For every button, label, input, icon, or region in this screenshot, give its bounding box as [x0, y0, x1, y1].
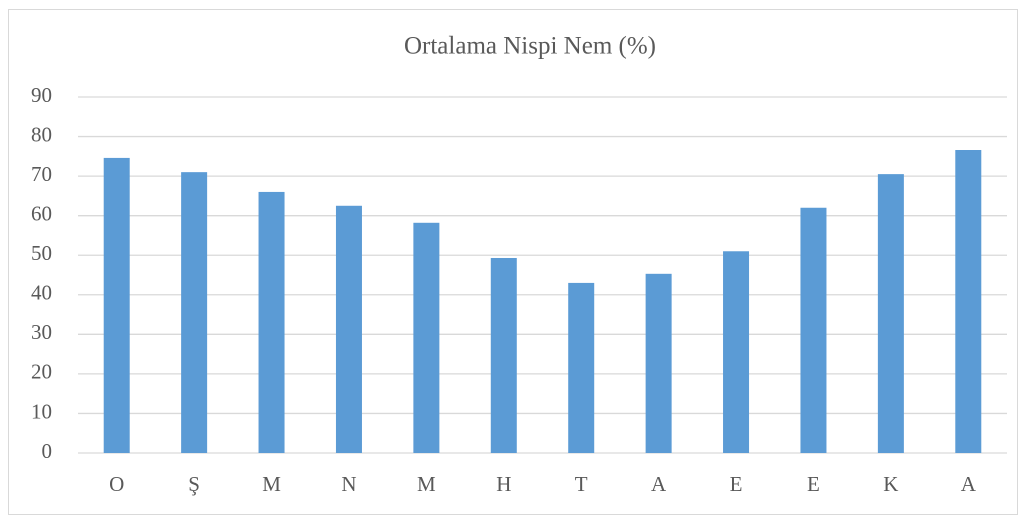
bar: [103, 157, 130, 453]
x-tick-label: N: [341, 472, 356, 496]
x-tick-label: A: [961, 472, 977, 496]
x-tick-label: M: [417, 472, 436, 496]
x-tick-label: Ş: [188, 472, 200, 496]
x-tick-label: E: [807, 472, 820, 496]
y-tick-label: 90: [31, 83, 52, 107]
x-tick-label: M: [262, 472, 281, 496]
bar: [877, 174, 904, 453]
bar: [800, 207, 827, 453]
x-tick-label: H: [496, 472, 511, 496]
bar: [335, 205, 362, 453]
bar: [955, 150, 982, 453]
x-tick-label: K: [883, 472, 898, 496]
y-tick-label: 0: [42, 439, 53, 463]
bar: [723, 251, 750, 453]
bar: [413, 222, 440, 453]
x-tick-label: A: [651, 472, 667, 496]
chart-title: Ortalama Nispi Nem (%): [404, 33, 656, 60]
bar: [258, 191, 285, 453]
y-tick-label: 50: [31, 241, 52, 265]
bar: [568, 282, 595, 453]
x-tick-label: O: [109, 472, 124, 496]
y-tick-label: 70: [31, 162, 52, 186]
x-tick-label: T: [575, 472, 588, 496]
bar: [645, 273, 672, 453]
y-tick-label: 10: [31, 399, 52, 423]
y-tick-label: 40: [31, 281, 52, 305]
bar: [490, 257, 517, 453]
y-tick-label: 60: [31, 201, 52, 225]
bar: [181, 172, 208, 453]
y-tick-label: 80: [31, 122, 52, 146]
x-tick-label: E: [730, 472, 743, 496]
y-tick-label: 30: [31, 320, 52, 344]
y-tick-label: 20: [31, 360, 52, 384]
